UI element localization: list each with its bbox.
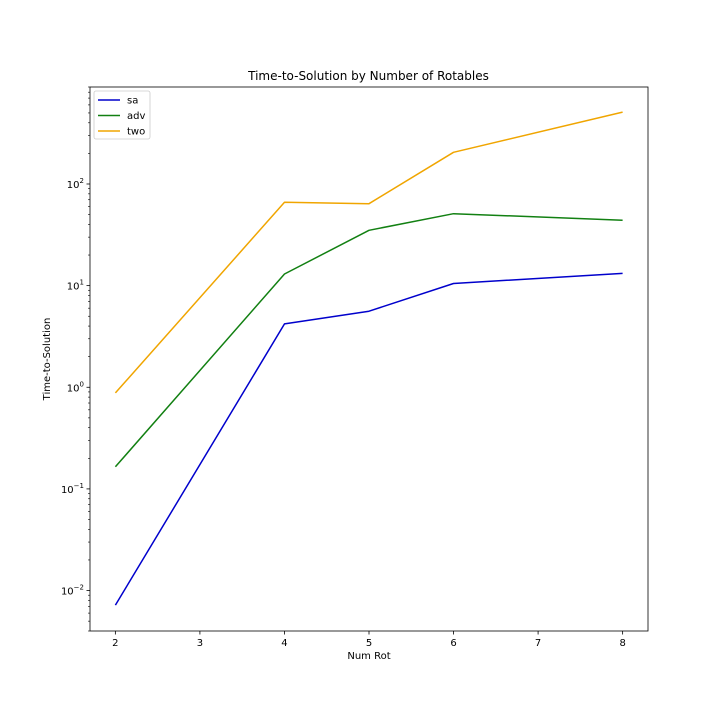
- y-tick-label: 101: [67, 279, 84, 293]
- x-axis-label: Num Rot: [347, 651, 390, 662]
- x-tick-label: 8: [619, 638, 625, 649]
- legend-label-adv: adv: [127, 111, 145, 122]
- x-tick-label: 3: [197, 638, 203, 649]
- series-line-two: [114, 111, 623, 394]
- series-line-adv: [114, 212, 623, 468]
- legend: sa adv two: [93, 90, 151, 140]
- y-axis-label: Time-to-Solution: [42, 318, 53, 402]
- x-tick-label: 2: [112, 638, 118, 649]
- y-tick-label: 102: [67, 177, 84, 191]
- x-tick-label: 5: [366, 638, 372, 649]
- legend-label-sa: sa: [127, 96, 138, 107]
- y-axis: 10−2 10−1 100 101 102: [61, 86, 90, 632]
- x-tick-label: 7: [535, 638, 541, 649]
- legend-box: [93, 90, 151, 140]
- chart-title: Time-to-Solution by Number of Rotables: [247, 69, 489, 83]
- series-line-sa: [114, 272, 623, 606]
- x-tick-label: 4: [281, 638, 287, 649]
- x-axis: 2 3 4 5 6 7 8: [112, 631, 626, 649]
- y-tick-label: 100: [67, 380, 84, 394]
- y-tick-label: 10−2: [61, 584, 84, 598]
- x-tick-label: 6: [450, 638, 456, 649]
- legend-label-two: two: [127, 127, 145, 138]
- y-tick-label: 10−1: [61, 482, 84, 496]
- series-layer: [114, 111, 623, 606]
